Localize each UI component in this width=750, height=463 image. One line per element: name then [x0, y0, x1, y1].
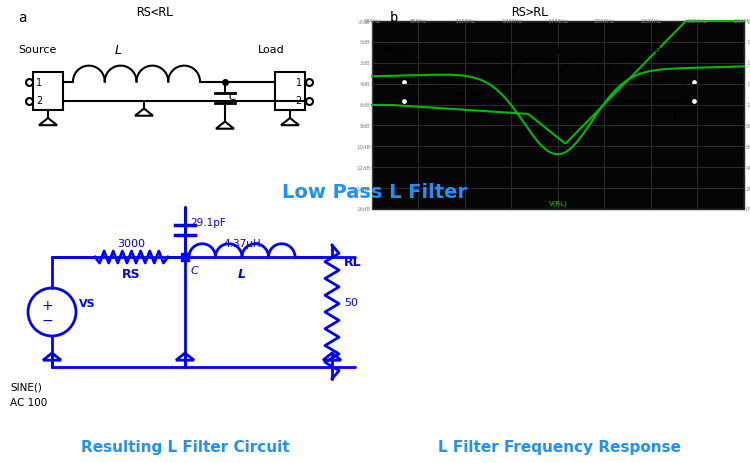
Text: 29.1pF: 29.1pF [190, 218, 226, 227]
Text: 26MHz: 26MHz [687, 19, 708, 24]
Text: C: C [229, 91, 237, 101]
Text: 140°: 140° [746, 61, 750, 66]
Text: L: L [556, 44, 563, 56]
Text: Source: Source [18, 45, 56, 55]
Text: 11MHz: 11MHz [454, 19, 476, 24]
Text: 5MHz: 5MHz [363, 19, 380, 24]
Bar [372, 22, 744, 210]
Text: RS<RL: RS<RL [136, 6, 174, 19]
Text: V(RL): V(RL) [548, 200, 568, 207]
Text: L Filter Frequency Response: L Filter Frequency Response [439, 439, 682, 455]
Text: Load: Load [643, 45, 670, 55]
Text: 100°: 100° [746, 103, 750, 108]
Text: 160°: 160° [746, 40, 750, 45]
Text: 40°: 40° [746, 165, 750, 170]
Text: 20°: 20° [746, 186, 750, 191]
Text: RL: RL [344, 256, 362, 269]
Bar [33, 73, 63, 111]
Text: 23MHz: 23MHz [640, 19, 662, 24]
Text: 29MHz: 29MHz [734, 19, 750, 24]
Bar [275, 73, 305, 111]
Text: 50: 50 [344, 297, 358, 307]
Text: 4.37μH: 4.37μH [224, 238, 261, 249]
Text: 10dB: 10dB [356, 144, 370, 150]
Text: VS: VS [79, 298, 96, 308]
Text: 12dB: 12dB [356, 165, 370, 170]
Text: L: L [115, 44, 122, 56]
Text: 20MHz: 20MHz [594, 19, 615, 24]
Text: RS: RS [122, 267, 141, 280]
Text: Source: Source [383, 45, 422, 55]
Text: 1: 1 [681, 77, 687, 88]
Text: Low Pass L Filter: Low Pass L Filter [283, 182, 467, 201]
Text: RS>RL: RS>RL [512, 6, 549, 19]
Text: 1: 1 [411, 77, 417, 88]
Text: 2dB: 2dB [359, 61, 370, 66]
Text: +: + [41, 298, 53, 313]
Text: 120°: 120° [746, 82, 750, 87]
Text: 0dB: 0dB [359, 40, 370, 45]
Bar [408, 73, 438, 111]
Text: 3000: 3000 [118, 238, 146, 249]
Text: 1: 1 [36, 77, 42, 88]
Text: 8dB: 8dB [359, 124, 370, 129]
Text: 2: 2 [411, 96, 417, 106]
Text: 4dB: 4dB [359, 82, 370, 87]
Text: 80°: 80° [746, 124, 750, 129]
Text: 6dB: 6dB [359, 103, 370, 108]
Text: C: C [470, 91, 478, 101]
Text: 14MHz: 14MHz [501, 19, 522, 24]
Text: 2: 2 [681, 96, 687, 106]
Text: -2dB: -2dB [357, 19, 370, 25]
Text: 2: 2 [296, 96, 302, 106]
Text: −: − [41, 313, 53, 327]
Text: 14dB: 14dB [356, 186, 370, 191]
Text: 1: 1 [296, 77, 302, 88]
Text: a: a [18, 11, 26, 25]
Text: 16dB: 16dB [356, 207, 370, 212]
Bar [181, 253, 189, 262]
Text: L: L [238, 267, 246, 280]
Text: 60°: 60° [746, 144, 750, 150]
Text: AC 100: AC 100 [10, 397, 47, 407]
Text: 0°: 0° [746, 207, 750, 212]
Bar [660, 73, 690, 111]
Text: Resulting L Filter Circuit: Resulting L Filter Circuit [81, 439, 290, 455]
Text: 180°: 180° [746, 19, 750, 25]
Text: SINE(): SINE() [10, 382, 42, 392]
Text: 8MHz: 8MHz [410, 19, 427, 24]
Text: C: C [191, 265, 199, 275]
Text: 17MHz: 17MHz [548, 19, 568, 24]
Text: Load: Load [258, 45, 285, 55]
Text: b: b [390, 11, 398, 25]
Text: 2: 2 [36, 96, 42, 106]
